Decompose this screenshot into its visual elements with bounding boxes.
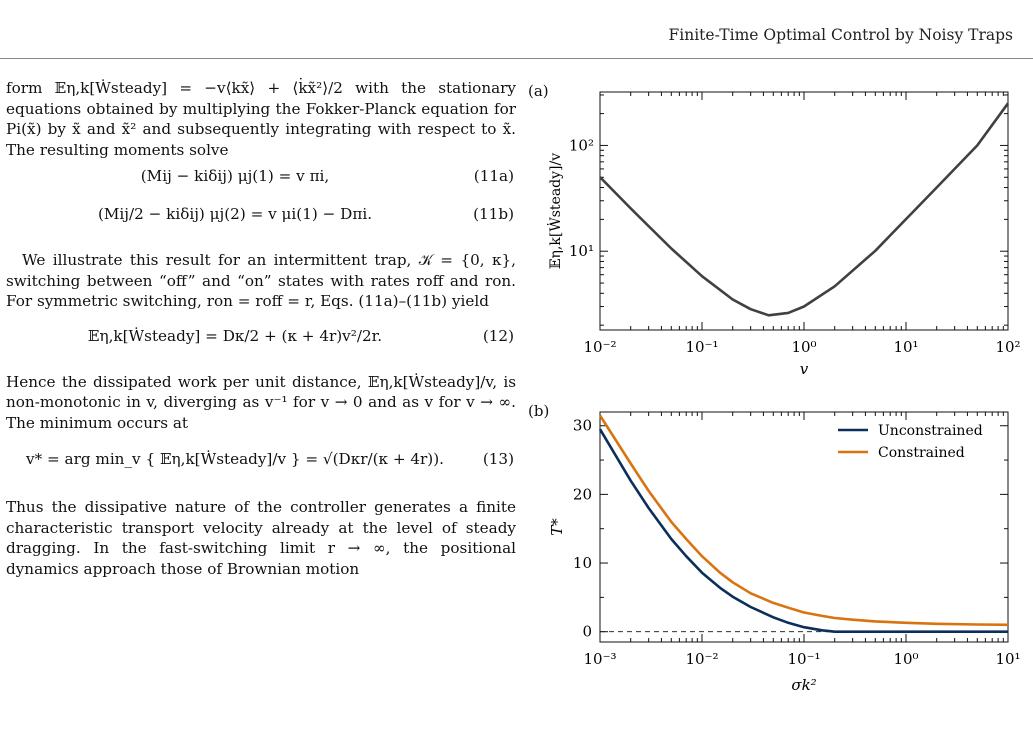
series-line-constrained bbox=[598, 414, 1009, 627]
x-tick-label: 10⁻¹ bbox=[787, 650, 820, 668]
equation-11a-body: (Mij − kiδij) μj(1) = v πi, bbox=[140, 167, 330, 185]
equation-12-body: 𝔼η,k[Ẇsteady] = Dκ/2 + (κ + 4r)v²/2r. bbox=[87, 326, 383, 345]
x-tick-label: 10⁰ bbox=[791, 338, 816, 356]
x-tick-label: 10⁻² bbox=[685, 650, 718, 668]
equation-11b: (Mij/2 − kiδij) μj(2) = v μi(1) − Dπi. (… bbox=[6, 204, 516, 236]
plot-frame bbox=[599, 91, 1009, 331]
x-tick-label: 10² bbox=[995, 338, 1020, 356]
y-tick-label: 10² bbox=[569, 136, 594, 154]
equation-11b-body: (Mij/2 − kiδij) μj(2) = v μi(1) − Dπi. bbox=[97, 205, 373, 223]
x-tick-label: 10⁰ bbox=[893, 650, 918, 668]
y-tick-label: 20 bbox=[573, 485, 592, 503]
equation-12: 𝔼η,k[Ẇsteady] = Dκ/2 + (κ + 4r)v²/2r. (1… bbox=[6, 326, 516, 358]
paragraph-intermittent-trap: We illustrate this result for an intermi… bbox=[6, 251, 516, 310]
series-line-unconstrained bbox=[598, 428, 1008, 633]
equation-11a-number: (11a) bbox=[473, 167, 514, 185]
paragraph-dissipated-work: Hence the dissipated work per unit dista… bbox=[6, 372, 516, 432]
chart-panel-b: 10⁻³ 10⁻² 10⁻¹ 10⁰ 10¹ 0 10 20 30 σk² T* Unconstrai… bbox=[548, 411, 1020, 694]
x-tick-label: 10⁻³ bbox=[583, 650, 616, 668]
header-rule bbox=[0, 58, 1033, 59]
y-axis-label: 𝔼η,k[Ẇsteady]/v bbox=[546, 153, 564, 269]
text-column: form 𝔼η,k[Ẇsteady] = −v⟨kx̃⟩ + ⟨k̇x̃²⟩/2… bbox=[6, 78, 516, 579]
x-axis-label: v bbox=[800, 360, 809, 378]
panel-b-label: (b) bbox=[528, 402, 550, 420]
paragraph-moments: form 𝔼η,k[Ẇsteady] = −v⟨kx̃⟩ + ⟨k̇x̃²⟩/2… bbox=[6, 79, 516, 159]
equation-11b-number: (11b) bbox=[473, 205, 514, 223]
equation-11a: (Mij − kiδij) μj(1) = v πi, (11a) bbox=[6, 166, 516, 198]
y-tick-label: 10¹ bbox=[569, 242, 594, 260]
y-tick-label: 0 bbox=[582, 623, 592, 641]
y-tick-label: 30 bbox=[573, 417, 592, 435]
y-axis-label: T* bbox=[548, 518, 566, 536]
panel-a-label: (a) bbox=[528, 82, 549, 100]
equation-13-number: (13) bbox=[482, 450, 514, 468]
equation-12-number: (12) bbox=[482, 326, 514, 345]
running-header: Finite-Time Optimal Control by Noisy Tra… bbox=[668, 26, 1013, 44]
x-tick-label: 10¹ bbox=[995, 650, 1020, 668]
legend-label-unconstrained: Unconstrained bbox=[878, 423, 983, 439]
equation-13: v* = arg min_v { 𝔼η,k[Ẇsteady]/v } = √(D… bbox=[6, 449, 516, 481]
paragraph-transport-velocity: Thus the dissipative nature of the contr… bbox=[6, 498, 516, 578]
series-line-0 bbox=[599, 102, 1010, 317]
x-tick-label: 10⁻¹ bbox=[685, 338, 718, 356]
equation-13-body: v* = arg min_v { 𝔼η,k[Ẇsteady]/v } = √(D… bbox=[26, 450, 444, 468]
chart-panel-a: 10⁻² 10⁻¹ 10⁰ 10¹ 10² 10¹ 10² v 𝔼η,k[Ẇsteady]/v bbox=[546, 91, 1020, 378]
x-tick-label: 10⁻² bbox=[583, 338, 616, 356]
y-tick-label: 10 bbox=[573, 554, 592, 572]
legend-label-constrained: Constrained bbox=[878, 445, 965, 461]
x-tick-label: 10¹ bbox=[893, 338, 918, 356]
x-axis-label: σk² bbox=[791, 676, 816, 694]
